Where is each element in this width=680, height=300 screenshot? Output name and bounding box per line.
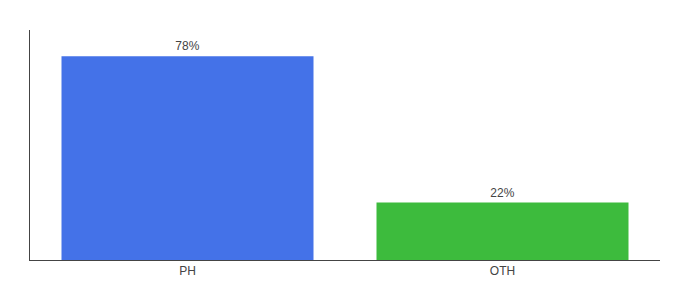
svg-text:22%: 22% bbox=[490, 186, 514, 200]
svg-text:78%: 78% bbox=[175, 39, 199, 53]
svg-text:PH: PH bbox=[179, 264, 196, 278]
svg-text:OTH: OTH bbox=[490, 264, 515, 278]
